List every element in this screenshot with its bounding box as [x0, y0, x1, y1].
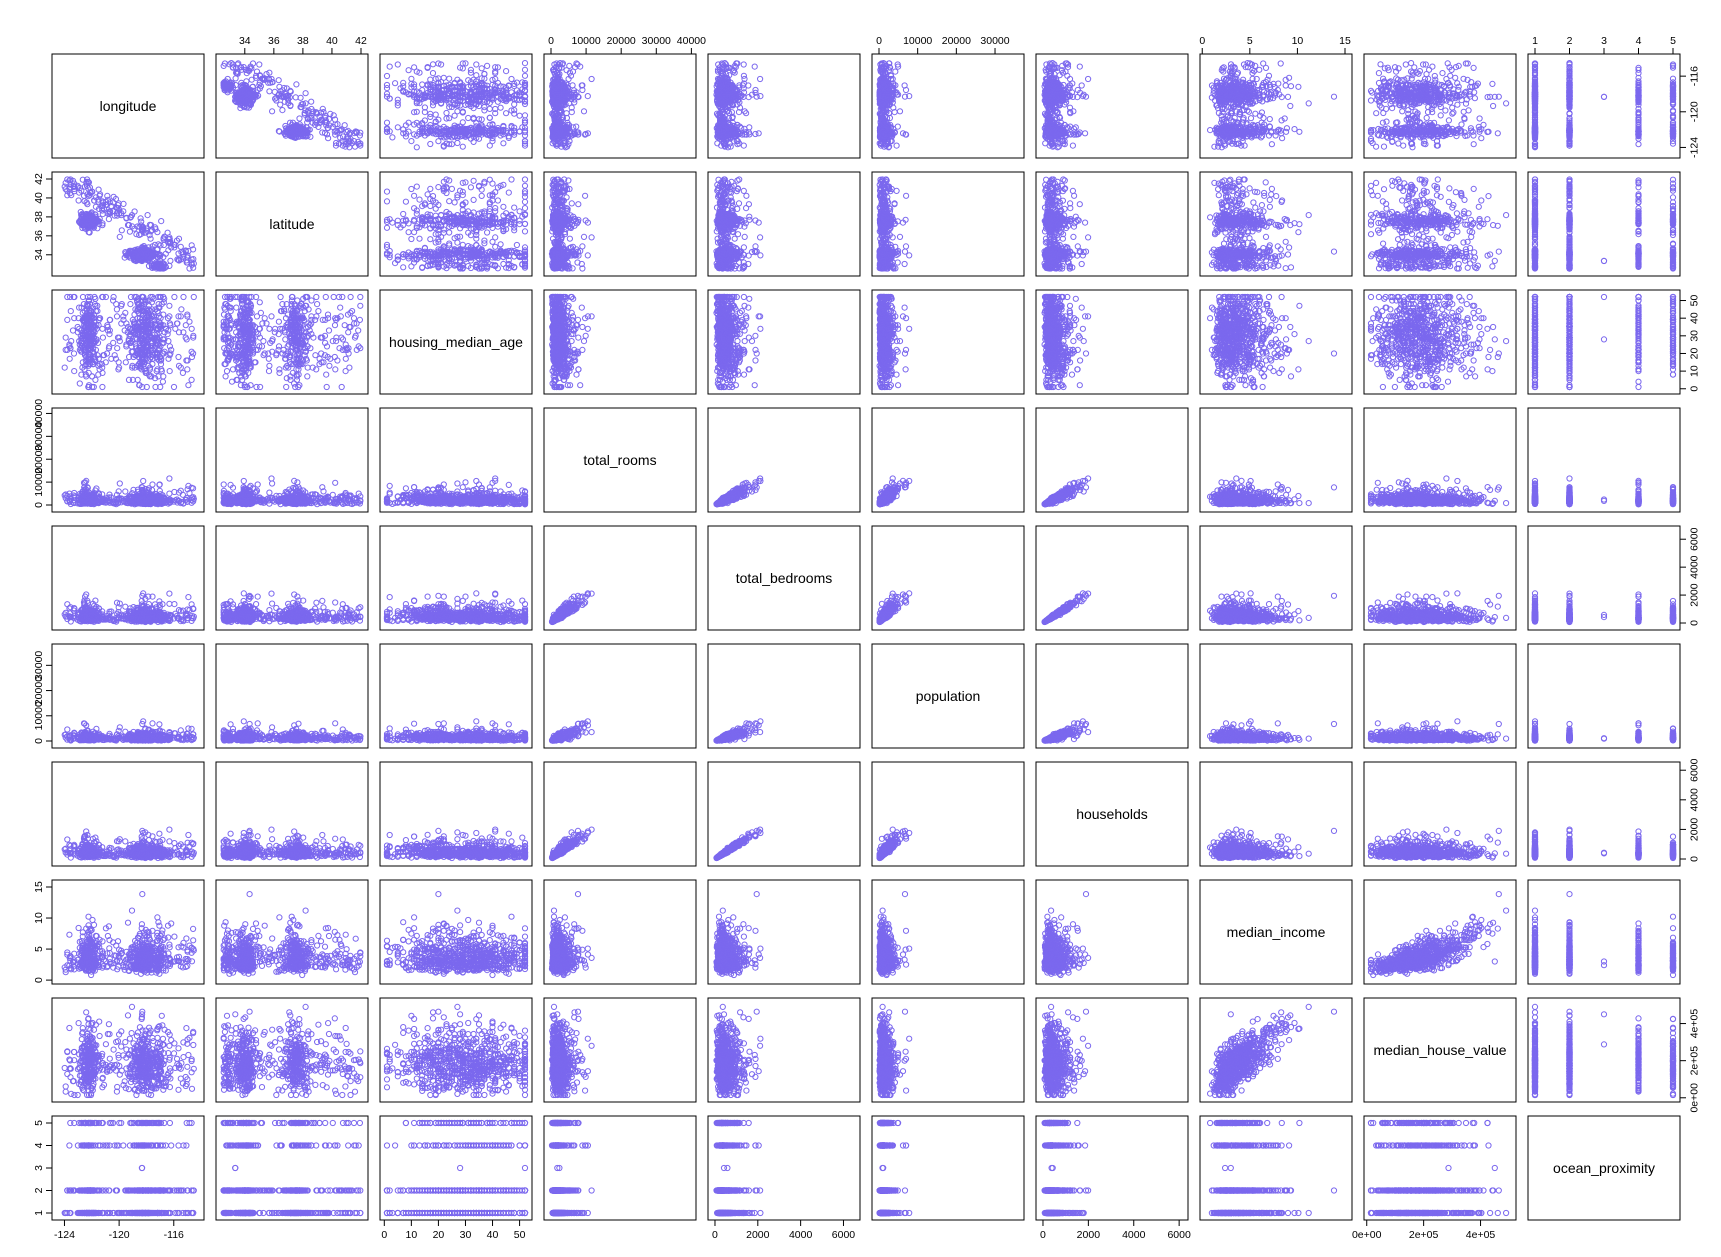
panel-longitude-vs-latitude: [216, 54, 368, 158]
panel-longitude-vs-longitude: longitude: [52, 54, 204, 158]
panel-longitude-vs-housing-median-age: [380, 54, 532, 158]
variable-label-longitude: longitude: [100, 98, 157, 114]
